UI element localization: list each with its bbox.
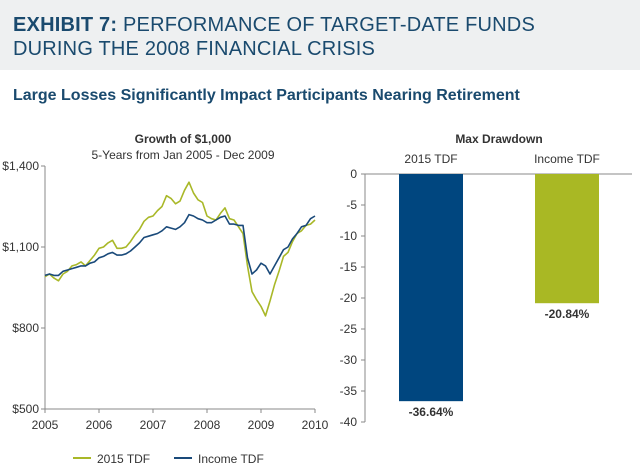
line-y-tick-label: $800 <box>12 321 39 335</box>
line-x-tick-label: 2009 <box>248 418 275 432</box>
line-y-ticks: $500 $800 $1,100 $1,400 <box>2 159 45 416</box>
legend-label-income-tdf: Income TDF <box>198 452 264 466</box>
bar-y-tick-label: -5 <box>346 198 357 212</box>
exhibit-title: EXHIBIT 7: PERFORMANCE OF TARGET-DATE FU… <box>13 13 613 61</box>
bar-y-tick-label: -10 <box>340 229 358 243</box>
line-series <box>44 181 316 317</box>
bar-y-tick-label: -15 <box>340 260 358 274</box>
line-x-ticks: 2005 2006 2007 2008 2009 2010 <box>32 409 329 432</box>
bar-marks: 2015 TDF -36.64% Income TDF -20.84% <box>399 152 600 419</box>
line-chart-title: Growth of $1,000 <box>135 132 232 146</box>
line-x-tick-label: 2008 <box>194 418 221 432</box>
series-line-2015-tdf <box>44 181 316 317</box>
bar-y-tick-label: -25 <box>340 322 358 336</box>
bar-category-label: Income TDF <box>534 152 600 166</box>
bar-income-tdf <box>535 174 599 304</box>
line-x-tick-label: 2007 <box>140 418 167 432</box>
bar-value-label: -36.64% <box>409 405 454 419</box>
line-x-tick-label: 2006 <box>86 418 113 432</box>
bar-2015-tdf <box>399 174 463 402</box>
line-legend: 2015 TDF Income TDF <box>73 452 264 466</box>
bar-y-tick-label: -40 <box>340 415 358 429</box>
line-y-tick-label: $500 <box>12 402 39 416</box>
bar-y-ticks: 0 -5 -10 -15 -20 -25 -30 -35 -40 <box>340 167 365 429</box>
bar-y-tick-label: -20 <box>340 291 358 305</box>
bar-chart: Max Drawdown 0 -5 -10 -15 -20 -25 -30 -35 -40 20… <box>340 132 632 429</box>
bar-value-label: -20.84% <box>545 307 590 321</box>
bar-y-tick-label: 0 <box>350 167 357 181</box>
exhibit-subtitle: Large Losses Significantly Impact Partic… <box>13 87 520 104</box>
exhibit-title-text: PERFORMANCE OF TARGET-DATE FUNDS DURING … <box>13 14 535 60</box>
line-x-tick-label: 2010 <box>302 418 329 432</box>
bar-chart-title: Max Drawdown <box>455 132 542 146</box>
line-chart: Growth of $1,000 5-Years from Jan 2005 -… <box>2 132 328 466</box>
series-line-income-tdf <box>44 213 316 277</box>
exhibit-label: EXHIBIT 7: <box>13 14 118 36</box>
line-y-tick-label: $1,400 <box>2 159 39 173</box>
bar-y-tick-label: -35 <box>340 384 358 398</box>
bar-category-label: 2015 TDF <box>404 152 457 166</box>
exhibit-header: EXHIBIT 7: PERFORMANCE OF TARGET-DATE FU… <box>0 0 640 70</box>
line-x-tick-label: 2005 <box>32 418 59 432</box>
line-y-tick-label: $1,100 <box>2 240 39 254</box>
bar-y-tick-label: -30 <box>340 353 358 367</box>
legend-label-2015-tdf: 2015 TDF <box>97 452 150 466</box>
line-chart-subtitle: 5-Years from Jan 2005 - Dec 2009 <box>92 148 275 162</box>
